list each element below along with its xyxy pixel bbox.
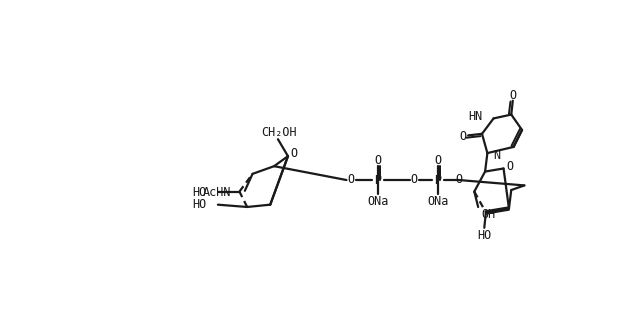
Text: O: O	[411, 173, 418, 186]
Text: O: O	[291, 147, 298, 160]
Text: ONa: ONa	[428, 195, 449, 208]
Text: P: P	[374, 173, 381, 186]
Text: O: O	[509, 89, 516, 102]
Polygon shape	[486, 207, 509, 214]
Text: N: N	[493, 149, 500, 162]
Text: O: O	[348, 173, 355, 186]
Text: O: O	[506, 160, 513, 173]
Text: O: O	[374, 154, 381, 167]
Text: HO: HO	[192, 198, 206, 211]
Text: O: O	[455, 173, 463, 186]
Text: HO: HO	[477, 229, 492, 242]
Text: O: O	[459, 130, 467, 143]
Text: CH₂OH: CH₂OH	[262, 126, 298, 139]
Text: OH: OH	[481, 208, 495, 221]
Text: AcHN: AcHN	[204, 186, 232, 199]
Text: HN: HN	[468, 111, 483, 123]
Text: P: P	[435, 173, 442, 186]
Text: HO: HO	[192, 186, 206, 199]
Text: ONa: ONa	[367, 195, 388, 208]
Text: O: O	[435, 154, 442, 167]
